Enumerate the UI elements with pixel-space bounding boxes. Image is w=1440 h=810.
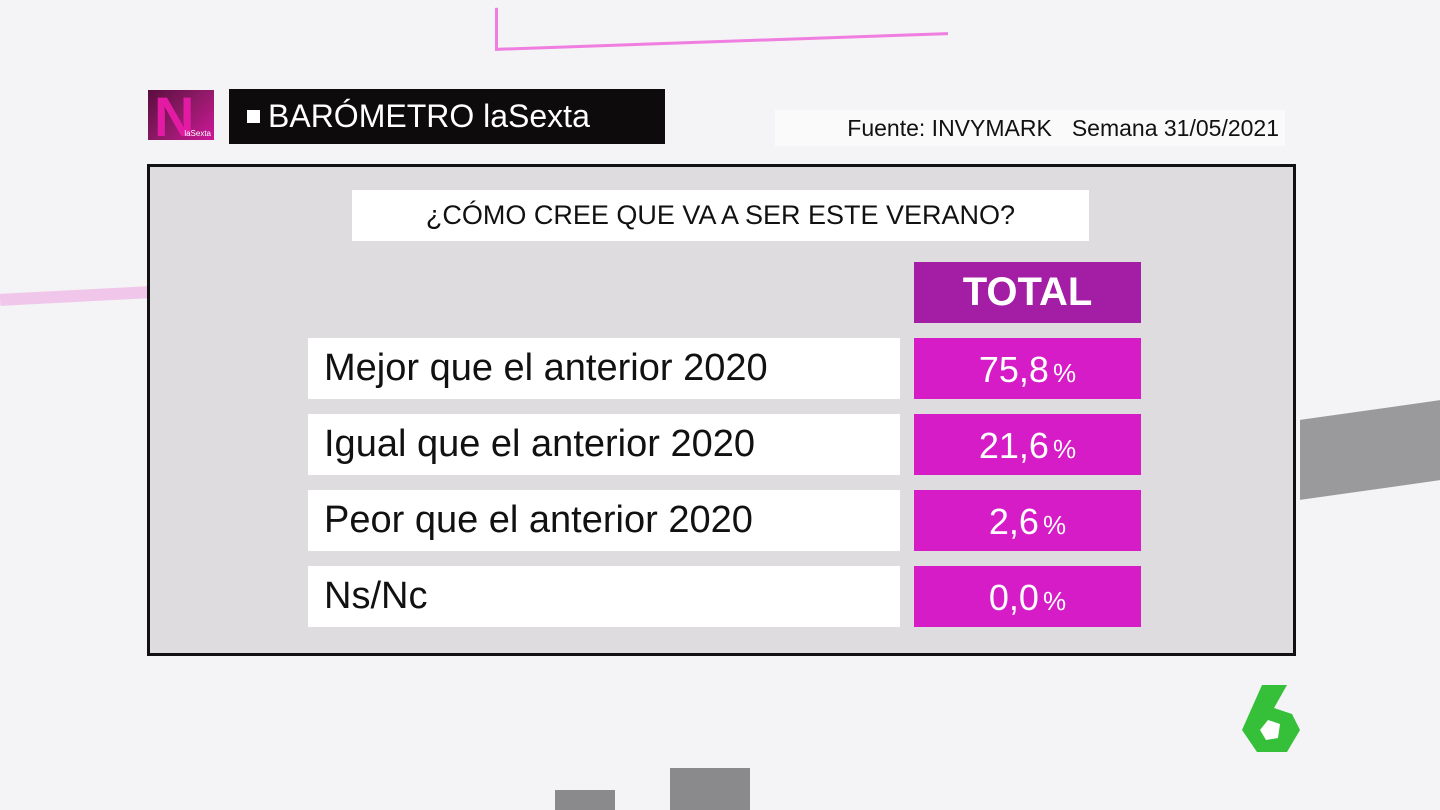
bullet [247,110,260,123]
row-value: 2,6 [988,501,1039,542]
row-unit: % [1042,586,1067,616]
decor [555,790,615,810]
column-header: TOTAL [914,262,1141,323]
decor [495,0,948,51]
row-unit: % [1052,358,1077,388]
title-box: BARÓMETRO laSexta [229,89,665,144]
six-logo [1242,685,1300,752]
row-value-box: 75,8% [914,338,1141,399]
decor [670,768,750,810]
question: ¿CÓMO CREE QUE VA A SER ESTE VERANO? [352,190,1089,241]
row-unit: % [1042,510,1067,540]
source: Fuente: INVYMARK [847,115,1052,141]
logo-letter: N [154,85,195,148]
row-value: 21,6 [978,425,1049,466]
title: BARÓMETRO laSexta [268,98,590,134]
row-unit: % [1052,434,1077,464]
row-value: 75,8 [978,349,1049,390]
logo: N laSexta [148,85,214,148]
row-value-box: 0,0% [914,566,1141,627]
logo-sub: laSexta [184,129,211,138]
row-label: Igual que el anterior 2020 [308,414,900,475]
row-value: 0,0 [988,577,1039,618]
row-value-box: 2,6% [914,490,1141,551]
source-box: Fuente: INVYMARK Semana 31/05/2021 [775,110,1285,146]
decor [0,286,151,306]
decor [1300,400,1440,500]
row-label: Peor que el anterior 2020 [308,490,900,551]
six-logo-hole [1260,720,1280,740]
row-value-box: 21,6% [914,414,1141,475]
row-label: Mejor que el anterior 2020 [308,338,900,399]
week: Semana 31/05/2021 [1071,115,1279,141]
channel-logo [1242,685,1300,752]
row-label: Ns/Nc [308,566,900,627]
